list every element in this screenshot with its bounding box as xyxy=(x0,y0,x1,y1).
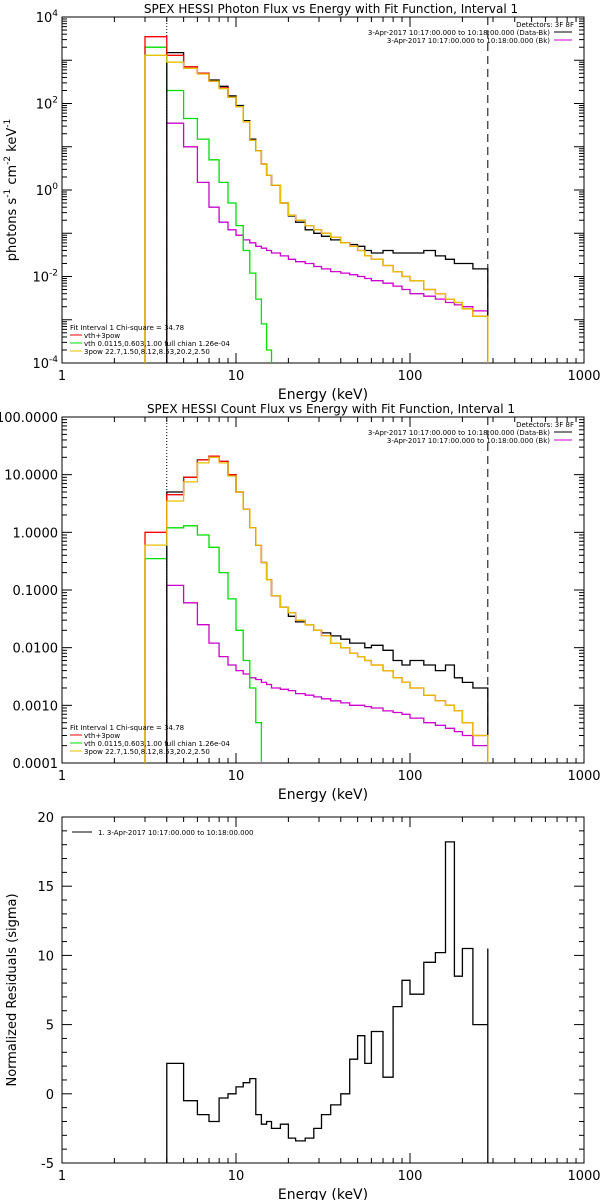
x-tick-label: 1000 xyxy=(567,1169,600,1184)
fit-info: Fit Interval 1 Chi-square = 34.78 xyxy=(70,324,184,332)
y-tick-label: -5 xyxy=(41,1157,54,1172)
chart-panel-1: SPEX HESSI Photon Flux vs Energy with Fi… xyxy=(3,2,600,403)
chart-panel-2: SPEX HESSI Count Flux vs Energy with Fit… xyxy=(0,402,600,803)
y-tick-label: 15 xyxy=(37,880,54,895)
y-tick-label: 0.0010 xyxy=(13,699,59,714)
chart-panel-3: 1 10 100 1000 Energy (keV) -5 0 5 10 15 20 Normaliz… xyxy=(5,811,600,1200)
y-tick-label: 0 xyxy=(46,1088,54,1103)
legend-entry: 3-Apr-2017 10:17:00.000 to 10:18:00.000 … xyxy=(387,437,550,445)
y-tick-label: 0.1000 xyxy=(13,584,59,599)
fit-legend-entry: vth 0.0115,0.603,1.00 full chian 1.26e-0… xyxy=(84,340,230,348)
fit-legend-entry: 3pow 22.7,1.50,8.12,8.53,20.2,2.50 xyxy=(84,748,210,756)
legend-entry: 3-Apr-2017 10:17:00.000 to 10:18:00.000 … xyxy=(368,29,550,37)
x-tick-label: 10 xyxy=(228,1169,245,1184)
plot-frame xyxy=(61,816,585,1164)
plot-area xyxy=(166,841,489,1163)
y-tick-label: 20 xyxy=(37,811,54,826)
y-tick-label: 102 xyxy=(36,96,58,113)
y-tick-label: 0.0100 xyxy=(13,642,59,657)
series-background xyxy=(166,584,489,763)
plot-area xyxy=(144,455,489,763)
series-vth-3pow xyxy=(144,36,489,363)
series-vth xyxy=(144,46,273,363)
y-tick-label: 10-2 xyxy=(32,269,58,286)
legend-entry: 3-Apr-2017 10:17:00.000 to 10:18:00.000 … xyxy=(387,37,550,45)
x-tick-label: 10 xyxy=(228,769,245,784)
x-axis-label: Energy (keV) xyxy=(278,1187,368,1200)
detectors-label: Detectors: 3F 8F xyxy=(516,21,574,29)
plot-area xyxy=(144,36,489,363)
fit-info: Fit Interval 1 Chi-square = 34.78 xyxy=(70,724,184,732)
y-tick-label: 10.0000 xyxy=(4,469,58,484)
y-tick-label: 100 xyxy=(36,182,59,199)
series-vth-3pow xyxy=(144,455,489,763)
x-tick-label: 1 xyxy=(58,369,66,384)
fit-legend-entry: vth 0.0115,0.603,1.00 full chian 1.26e-0… xyxy=(84,740,230,748)
y-axis-label: photons s-1 cm-2 keV-1 xyxy=(3,119,20,261)
y-tick-label: 5 xyxy=(46,1019,54,1034)
series-data xyxy=(166,455,489,763)
x-axis-label: Energy (keV) xyxy=(278,787,368,803)
x-tick-label: 100 xyxy=(398,769,423,784)
series-vth xyxy=(144,525,263,763)
y-tick-label: 100.0000 xyxy=(0,411,58,426)
fit-legend-entry: 3pow 22.7,1.50,8.12,8.53,20.2,2.50 xyxy=(84,348,210,356)
x-tick-label: 1000 xyxy=(567,769,600,784)
x-tick-label: 1000 xyxy=(567,369,600,384)
legend-entry: 3-Apr-2017 10:17:00.000 to 10:18:00.000 … xyxy=(368,429,550,437)
x-tick-label: 100 xyxy=(398,1169,423,1184)
x-axis-label: Energy (keV) xyxy=(278,387,368,403)
fit-legend-entry: vth+3pow xyxy=(84,732,120,740)
y-tick-label: 1.0000 xyxy=(13,526,59,541)
series-3pow xyxy=(144,456,489,763)
y-tick-label: 104 xyxy=(36,9,59,26)
series-3pow xyxy=(144,54,489,363)
x-tick-label: 100 xyxy=(398,369,423,384)
y-tick-label: 0.0001 xyxy=(13,757,59,772)
fit-legend-entry: vth+3pow xyxy=(84,332,120,340)
series-data xyxy=(166,51,489,363)
x-tick-label: 1 xyxy=(58,769,66,784)
plot-frame xyxy=(61,16,585,364)
series-residuals xyxy=(166,841,489,1163)
detectors-label: Detectors: 3F 8F xyxy=(516,421,574,429)
chart-title: SPEX HESSI Photon Flux vs Energy with Fi… xyxy=(144,2,518,16)
x-tick-label: 10 xyxy=(228,369,245,384)
series-background xyxy=(166,122,489,363)
x-tick-label: 1 xyxy=(58,1169,66,1184)
plot-frame xyxy=(61,416,585,764)
y-tick-label: 10 xyxy=(37,949,54,964)
legend-entry: 1. 3-Apr-2017 10:17:00.000 to 10:18:00.0… xyxy=(98,829,253,837)
y-axis-label: Normalized Residuals (sigma) xyxy=(5,893,20,1086)
chart-title: SPEX HESSI Count Flux vs Energy with Fit… xyxy=(147,402,515,416)
y-tick-label: 10-4 xyxy=(32,355,58,372)
